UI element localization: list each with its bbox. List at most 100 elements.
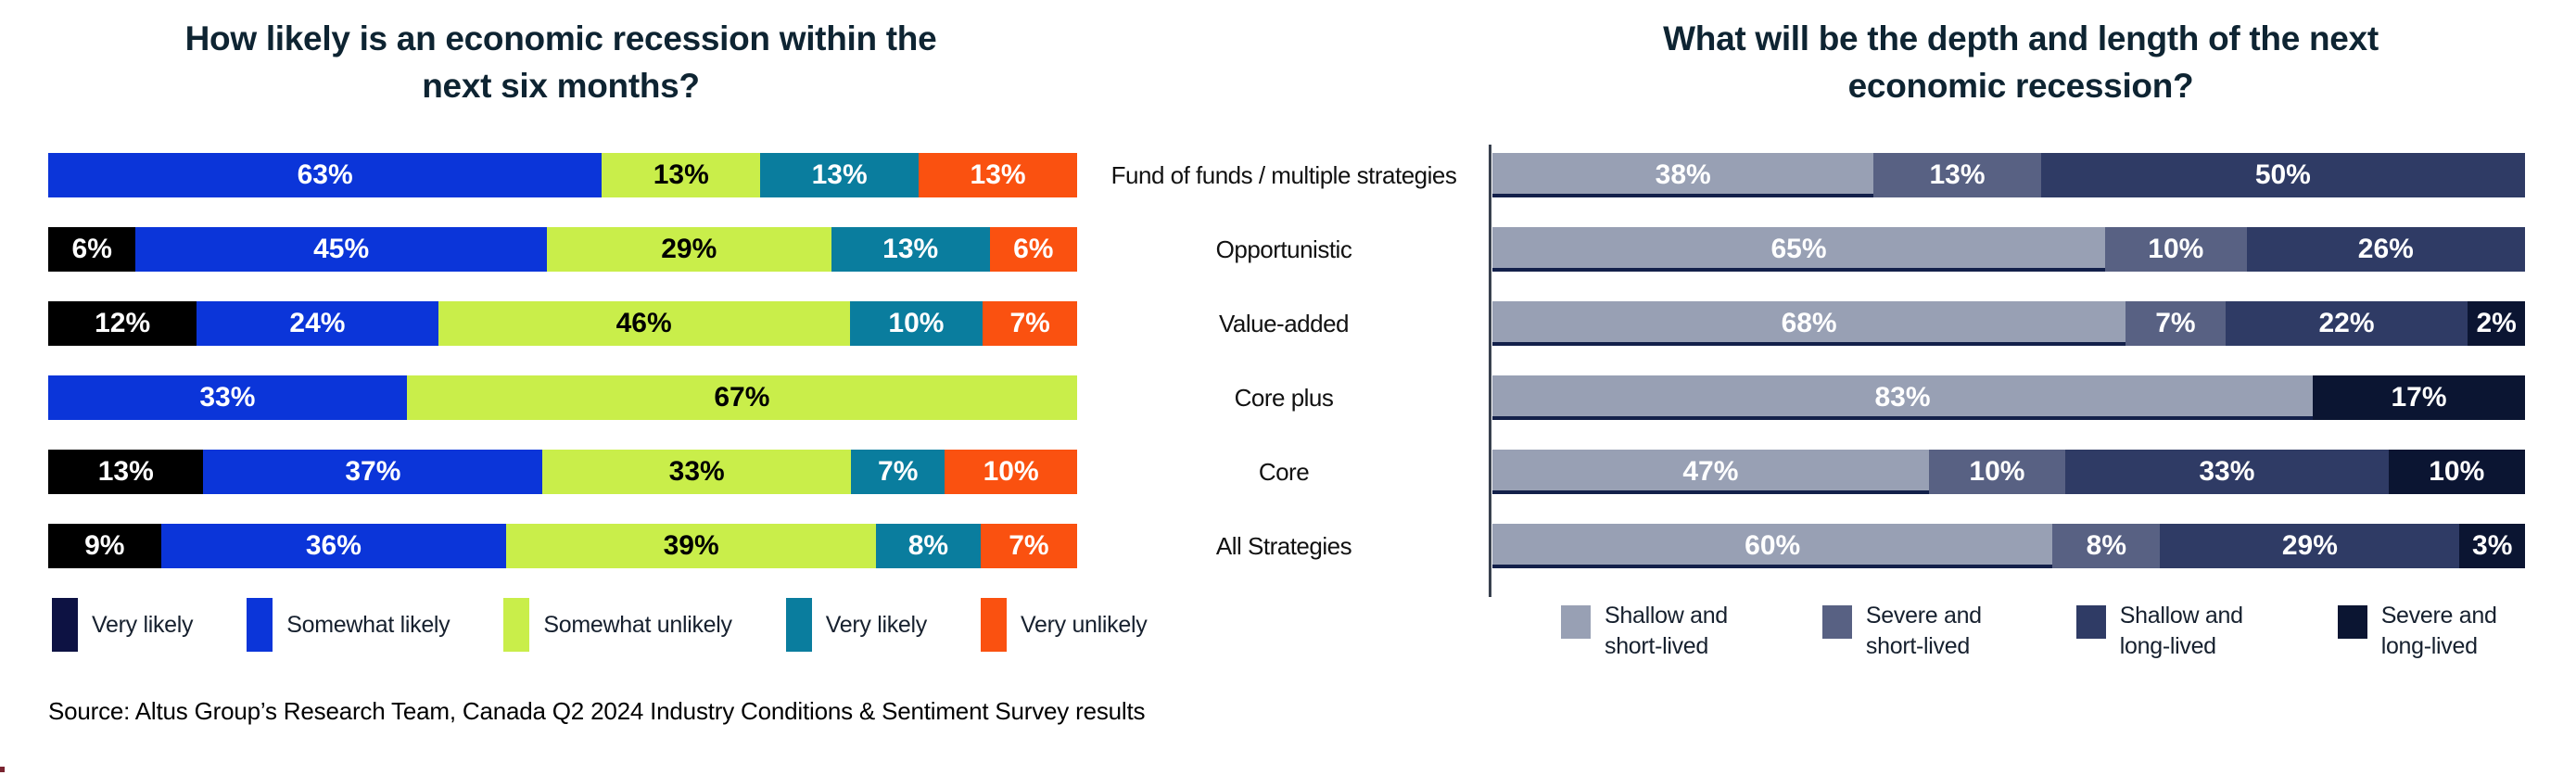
bar-value-label: 13% [653, 159, 709, 190]
legend-item: Severe and long-lived [2337, 601, 2497, 661]
bar-value-label: 22% [2318, 308, 2375, 338]
left-chart-title-line1: How likely is an economic recession with… [184, 19, 937, 57]
bar-value-label: 29% [2281, 530, 2338, 561]
left-chart-title: How likely is an economic recession with… [107, 15, 1015, 109]
legend-label: Very likely [825, 611, 928, 638]
bar-segment: 68% [1492, 301, 2126, 346]
bar-value-label: 8% [2086, 530, 2126, 561]
bar-value-label: 60% [1745, 530, 1801, 561]
bar-value-label: 12% [95, 308, 151, 338]
bar-value-label: 2% [2476, 308, 2517, 338]
legend-label: Somewhat likely [286, 611, 450, 638]
legend-swatch [785, 598, 812, 652]
bar-segment: 24% [197, 301, 438, 346]
bar-value-label: 83% [1874, 382, 1931, 413]
legend-label: Shallow and short-lived [1605, 603, 1728, 659]
bar-segment: 10% [2388, 450, 2525, 494]
bar-value-label: 33% [199, 382, 256, 413]
bar-value-label: 10% [1969, 456, 2025, 487]
bar-value-label: 13% [882, 234, 939, 264]
legend-swatch [2075, 605, 2106, 639]
bar-value-label: 29% [661, 234, 717, 264]
bar-value-label: 38% [1655, 159, 1711, 190]
source-note: Source: Altus Group’s Research Team, Can… [48, 697, 1146, 725]
bar-segment: 6% [48, 227, 136, 272]
legend-label: Somewhat unlikely [543, 611, 732, 638]
bar-segment: 63% [48, 153, 603, 197]
bar-value-label: 50% [2254, 159, 2311, 190]
bar-value-label: 33% [2199, 456, 2255, 487]
bar-segment: 36% [160, 524, 507, 568]
bar-segment: 13% [919, 153, 1077, 197]
bar-value-label: 67% [714, 382, 770, 413]
category-label: Opportunistic [1215, 235, 1352, 263]
bar-segment: 6% [989, 227, 1077, 272]
legend-swatch [1561, 605, 1591, 639]
legend-item: Very likely [785, 598, 928, 652]
bar-segment: 65% [1492, 227, 2106, 272]
right-chart-legend: Shallow and short-lived Severe and short-… [1561, 601, 2497, 661]
right-chart-title-line1: What will be the depth and length of the… [1663, 19, 2379, 57]
bar-value-label: 46% [615, 308, 672, 338]
bar-value-label: 7% [1009, 308, 1050, 338]
legend-item: Shallow and short-lived [1561, 601, 1728, 661]
bar-value-label: 65% [1770, 234, 1827, 264]
bar-row: 33% 67% [48, 375, 1077, 420]
bar-segment: 33% [542, 450, 852, 494]
bar-segment: 7% [2126, 301, 2226, 346]
bar-value-label: 37% [345, 456, 401, 487]
page-corner-mark [0, 767, 5, 772]
legend-swatch [980, 598, 1007, 652]
bar-row: 12% 24% 46% 10% 7% [48, 301, 1078, 346]
legend-swatch [52, 598, 78, 652]
bar-value-label: 68% [1781, 308, 1837, 338]
bar-segment: 33% [2065, 450, 2389, 494]
category-label: All Strategies [1215, 531, 1352, 560]
bar-row: 47% 10% 33% 10% [1492, 450, 2525, 494]
category-labels-column: Fund of funds / multiple strategies Oppor… [1081, 153, 1487, 568]
bar-value-label: 13% [97, 456, 154, 487]
bar-segment: 45% [135, 227, 547, 272]
bar-segment: 13% [48, 450, 204, 494]
bar-value-label: 63% [297, 159, 353, 190]
legend-label: Very unlikely [1020, 611, 1148, 638]
legend-item: Very unlikely [980, 598, 1148, 652]
legend-swatch [247, 598, 273, 652]
bar-segment: 67% [406, 375, 1077, 420]
right-chart-bars: 38% 13% 50% 65% 10% 26% 68% 7% 22% 2% 83% 17% 47% 10%… [1492, 153, 2526, 568]
bar-segment: 60% [1492, 524, 2053, 568]
legend-label: Severe and long-lived [2380, 603, 2497, 659]
bar-row: 83% 17% [1492, 375, 2525, 420]
bar-value-label: 8% [907, 530, 949, 561]
bar-row: 6% 45% 29% 13% 6% [48, 227, 1077, 272]
bar-value-label: 10% [983, 456, 1039, 487]
bar-row: 9% 36% 39% 8% 7% [48, 524, 1078, 568]
legend-item: Very likely [52, 598, 194, 652]
bar-row: 38% 13% 50% [1492, 153, 2526, 197]
legend-item: Somewhat likely [247, 598, 450, 652]
bar-segment: 13% [831, 227, 990, 272]
bar-segment: 46% [438, 301, 850, 346]
category-label: Core [1258, 457, 1310, 486]
bar-segment: 7% [851, 450, 945, 494]
bar-value-label: 10% [2429, 456, 2485, 487]
bar-value-label: 36% [305, 530, 362, 561]
bar-value-label: 33% [668, 456, 725, 487]
bar-value-label: 24% [289, 308, 346, 338]
bar-segment: 29% [2160, 524, 2460, 568]
bar-segment: 12% [48, 301, 197, 346]
bar-segment: 7% [980, 524, 1078, 568]
bar-row: 63% 13% 13% 13% [48, 153, 1077, 197]
bar-value-label: 10% [2148, 234, 2204, 264]
left-chart-legend: Very likely Somewhat likely Somewhat unlik… [52, 598, 1148, 652]
bar-value-label: 6% [71, 234, 112, 264]
bar-segment: 13% [1873, 153, 2041, 197]
legend-item: Shallow and long-lived [2075, 601, 2243, 661]
bar-segment: 10% [849, 301, 983, 346]
bar-value-label: 3% [2472, 530, 2513, 561]
right-chart-title: What will be the depth and length of the… [1567, 15, 2475, 109]
bar-row: 13% 37% 33% 7% 10% [48, 450, 1077, 494]
bar-value-label: 7% [1009, 530, 1049, 561]
bar-segment: 50% [2040, 153, 2526, 197]
bar-value-label: 7% [878, 456, 919, 487]
